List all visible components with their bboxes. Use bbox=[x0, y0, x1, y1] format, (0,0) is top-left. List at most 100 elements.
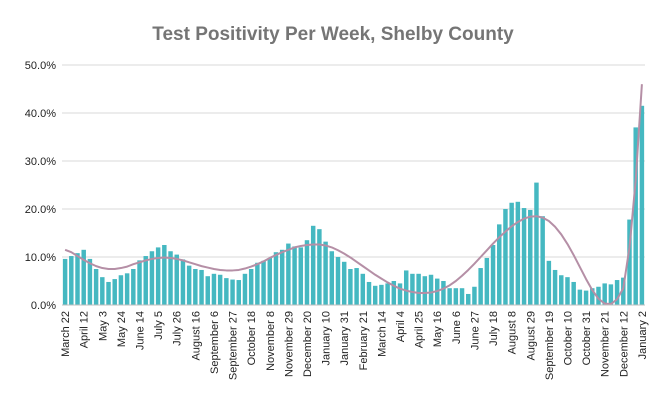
x-tick-label: January 10 bbox=[321, 311, 333, 365]
bar bbox=[137, 260, 142, 305]
bar bbox=[273, 252, 279, 305]
bar bbox=[466, 293, 471, 305]
bar bbox=[602, 283, 607, 305]
bar bbox=[286, 243, 291, 305]
bar bbox=[279, 249, 285, 305]
bar bbox=[162, 245, 167, 305]
bar bbox=[621, 277, 626, 305]
chart-title: Test Positivity Per Week, Shelby County bbox=[152, 24, 514, 45]
x-tick-label: August 29 bbox=[525, 311, 537, 361]
bar bbox=[416, 273, 421, 305]
bar bbox=[497, 224, 502, 305]
x-tick-label: April 4 bbox=[395, 311, 407, 342]
x-tick-label: June 6 bbox=[451, 311, 463, 344]
bar bbox=[472, 286, 477, 305]
bar bbox=[329, 251, 335, 305]
bar bbox=[515, 201, 521, 305]
bar bbox=[335, 257, 341, 305]
bar bbox=[261, 260, 266, 305]
bar bbox=[410, 273, 415, 305]
bar bbox=[236, 280, 241, 305]
bar bbox=[143, 256, 148, 305]
bar bbox=[180, 259, 186, 305]
bar bbox=[490, 245, 496, 305]
bar bbox=[348, 269, 353, 305]
bar bbox=[521, 208, 527, 305]
x-tick-label: November 29 bbox=[283, 311, 295, 377]
bar bbox=[441, 281, 446, 305]
x-tick-label: May 24 bbox=[116, 311, 128, 347]
bar bbox=[596, 286, 601, 305]
bar bbox=[379, 284, 384, 305]
bar bbox=[565, 277, 570, 305]
y-tick-label: 40.0% bbox=[25, 108, 56, 120]
x-tick-label: January 31 bbox=[339, 311, 351, 365]
bar bbox=[255, 262, 260, 305]
x-tick-label: August 16 bbox=[190, 311, 202, 361]
bar bbox=[614, 280, 620, 305]
bar bbox=[224, 278, 229, 305]
bar bbox=[633, 127, 638, 306]
bar bbox=[267, 257, 273, 305]
bar bbox=[341, 261, 347, 305]
y-tick-label: 0.0% bbox=[31, 300, 56, 312]
x-tick-label: March 22 bbox=[60, 311, 72, 357]
x-tick-label: June 27 bbox=[469, 311, 481, 350]
bar bbox=[106, 281, 111, 305]
x-tick-label: April 25 bbox=[414, 311, 426, 348]
x-tick-label: January 2 bbox=[637, 311, 649, 359]
bar bbox=[242, 273, 248, 305]
bar bbox=[155, 247, 161, 305]
bar bbox=[124, 273, 130, 305]
y-tick-label: 30.0% bbox=[25, 156, 56, 168]
x-tick-label: April 12 bbox=[79, 311, 91, 348]
bar bbox=[87, 258, 93, 305]
x-tick-label: May 3 bbox=[97, 311, 109, 341]
x-tick-label: July 26 bbox=[172, 311, 184, 346]
y-tick-label: 20.0% bbox=[25, 204, 56, 216]
bar bbox=[552, 269, 558, 305]
bar bbox=[112, 279, 117, 305]
bar bbox=[168, 251, 173, 305]
x-tick-label: September 19 bbox=[544, 311, 556, 380]
bar bbox=[323, 241, 328, 305]
bar bbox=[627, 219, 632, 305]
bar bbox=[583, 290, 589, 305]
bar bbox=[93, 269, 99, 305]
bar bbox=[186, 265, 192, 305]
bar bbox=[118, 275, 124, 305]
bar bbox=[149, 251, 155, 305]
bar bbox=[422, 276, 428, 305]
bar bbox=[131, 269, 136, 305]
bar bbox=[205, 276, 210, 305]
bar bbox=[403, 270, 409, 305]
bar bbox=[304, 240, 310, 305]
bar bbox=[639, 105, 645, 305]
bar bbox=[503, 209, 508, 305]
bar bbox=[360, 273, 366, 305]
bar bbox=[217, 274, 223, 305]
bar bbox=[354, 268, 359, 305]
bar bbox=[534, 182, 539, 305]
bar bbox=[230, 279, 235, 305]
bar bbox=[366, 281, 372, 305]
bar bbox=[100, 277, 105, 305]
bar bbox=[397, 283, 403, 305]
bar bbox=[528, 209, 533, 305]
bar bbox=[298, 247, 304, 305]
x-tick-label: November 8 bbox=[265, 311, 277, 371]
x-tick-label: July 18 bbox=[488, 311, 500, 346]
bar bbox=[391, 281, 397, 305]
bar bbox=[559, 275, 564, 305]
y-tick-label: 10.0% bbox=[25, 252, 56, 264]
bar bbox=[590, 288, 595, 305]
x-tick-label: February 21 bbox=[358, 311, 370, 370]
y-tick-label: 50.0% bbox=[25, 60, 56, 72]
bar bbox=[317, 229, 322, 305]
bar bbox=[310, 225, 316, 305]
x-tick-label: November 21 bbox=[600, 311, 612, 377]
bar bbox=[174, 254, 179, 305]
x-tick-label: October 31 bbox=[581, 311, 593, 365]
bar bbox=[428, 274, 434, 305]
